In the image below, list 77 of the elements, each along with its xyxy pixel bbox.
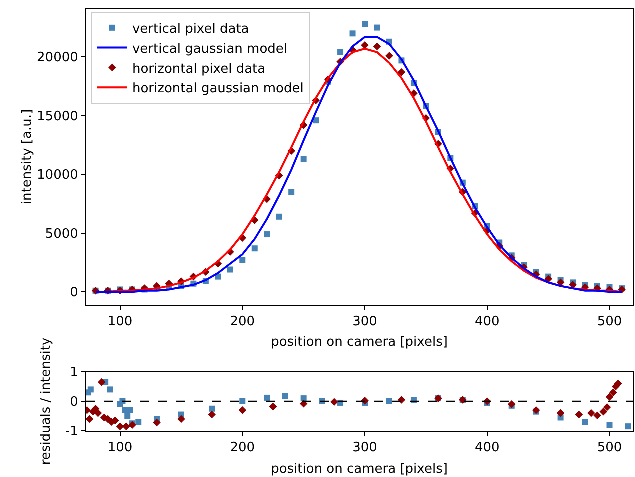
y-tick-label: -1 <box>65 424 78 440</box>
point <box>606 393 614 401</box>
point <box>600 408 608 416</box>
point <box>606 422 613 428</box>
point <box>625 424 632 430</box>
y-axis-title: residuals / intensity <box>39 338 54 466</box>
point <box>398 68 406 76</box>
point <box>120 398 126 404</box>
point <box>269 402 278 411</box>
y-tick-label: 1 <box>70 366 78 381</box>
y-tick-label: 15000 <box>37 109 78 124</box>
legend-label: vertical gaussian model <box>132 42 288 57</box>
x-tick-label: 500 <box>597 440 622 456</box>
point <box>208 410 216 419</box>
legend-label: horizontal pixel data <box>132 62 266 77</box>
y-tick-label: 20000 <box>37 50 78 66</box>
point <box>556 409 565 418</box>
point <box>350 30 356 37</box>
point <box>300 396 307 402</box>
legend-label: horizontal gaussian model <box>132 82 304 97</box>
point <box>252 246 258 252</box>
x-tick-label: 300 <box>352 314 378 330</box>
point <box>264 394 270 401</box>
point <box>386 52 394 60</box>
point <box>136 419 142 426</box>
x-tick-label: 300 <box>352 440 378 456</box>
point <box>362 21 368 28</box>
y-axis-title: intensity [a.u.] <box>20 109 36 205</box>
point <box>330 398 338 406</box>
point <box>122 422 130 430</box>
point <box>88 386 94 393</box>
point <box>276 214 282 220</box>
point <box>575 410 584 419</box>
point <box>227 266 234 273</box>
point <box>86 415 94 424</box>
point <box>587 409 596 418</box>
point <box>116 422 124 430</box>
point <box>124 413 131 420</box>
point <box>238 406 247 414</box>
point <box>282 393 288 400</box>
point <box>107 386 114 393</box>
x-axis-title: position on camera [pixels] <box>271 462 448 477</box>
point <box>288 189 295 196</box>
x-axis-title: position on camera [pixels] <box>271 335 448 350</box>
x-tick-label: 400 <box>474 440 500 456</box>
point <box>240 257 246 264</box>
point <box>178 415 186 424</box>
legend-label: vertical pixel data <box>132 22 250 37</box>
x-tick-label: 500 <box>597 314 622 330</box>
point <box>594 412 602 420</box>
point <box>386 398 392 404</box>
x-tick-label: 100 <box>108 314 133 330</box>
y-tick-label: 0 <box>70 286 78 301</box>
point <box>127 407 134 414</box>
y-tick-label: 5000 <box>45 226 78 242</box>
point <box>153 418 161 427</box>
point <box>338 49 344 56</box>
point <box>98 378 106 386</box>
point <box>94 409 102 418</box>
x-tick-label: 200 <box>230 440 256 456</box>
point <box>603 404 612 412</box>
point <box>209 406 216 412</box>
point <box>398 396 406 404</box>
y-tick-label: 10000 <box>37 168 78 184</box>
x-tick-label: 200 <box>230 314 256 330</box>
point <box>240 398 246 404</box>
point <box>610 388 618 397</box>
x-tick-label: 100 <box>108 440 133 456</box>
point <box>532 406 540 414</box>
y-tick-label: 0 <box>70 395 78 410</box>
point <box>582 419 588 426</box>
point <box>264 232 270 238</box>
point <box>374 24 380 31</box>
point <box>300 156 307 162</box>
point <box>361 42 369 50</box>
x-tick-label: 400 <box>474 314 500 330</box>
point <box>373 42 382 50</box>
